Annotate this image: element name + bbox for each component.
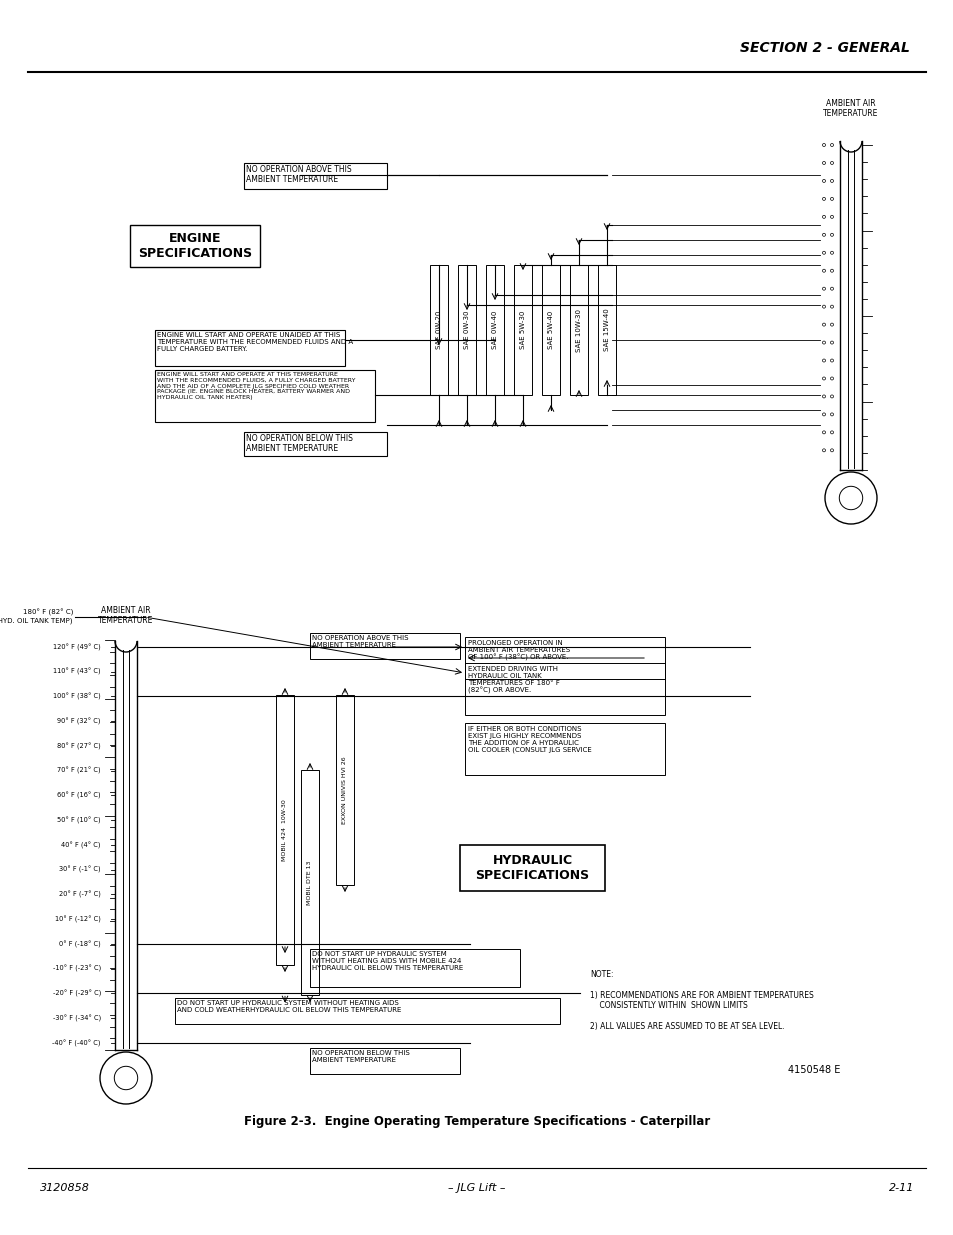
Text: 120° F (49° C): 120° F (49° C)	[53, 643, 101, 651]
Text: (HYD. OIL TANK TEMP): (HYD. OIL TANK TEMP)	[0, 618, 73, 625]
Text: NOTE:

1) RECOMMENDATIONS ARE FOR AMBIENT TEMPERATURES
    CONSISTENTLY WITHIN  : NOTE: 1) RECOMMENDATIONS ARE FOR AMBIENT…	[589, 969, 813, 1031]
Text: SECTION 2 - GENERAL: SECTION 2 - GENERAL	[740, 41, 909, 56]
Bar	[335, 695, 354, 885]
Bar	[244, 432, 387, 456]
Bar	[154, 330, 345, 366]
Text: 20° F (-7° C): 20° F (-7° C)	[59, 890, 101, 898]
Text: 100° F (38° C): 100° F (38° C)	[53, 693, 101, 700]
Bar	[569, 266, 587, 395]
Bar	[464, 637, 664, 679]
Text: 10° F (-12° C): 10° F (-12° C)	[55, 915, 101, 923]
Text: MOBIL 424  10W-30: MOBIL 424 10W-30	[282, 799, 287, 861]
Bar	[154, 370, 375, 422]
Text: SAE 15W-40: SAE 15W-40	[603, 309, 609, 352]
Text: SAE 5W-40: SAE 5W-40	[547, 311, 554, 350]
Bar	[130, 225, 260, 267]
Bar	[301, 769, 318, 995]
Text: 4150548 E: 4150548 E	[787, 1065, 840, 1074]
Text: ENGINE WILL START AND OPERATE AT THIS TEMPERATURE
WITH THE RECOMMENDED FLUIDS, A: ENGINE WILL START AND OPERATE AT THIS TE…	[157, 372, 355, 400]
Text: 90° F (32° C): 90° F (32° C)	[57, 718, 101, 725]
Text: Figure 2-3.  Engine Operating Temperature Specifications - Caterpillar: Figure 2-3. Engine Operating Temperature…	[244, 1115, 709, 1128]
Text: SAE 0W-20: SAE 0W-20	[436, 311, 441, 350]
Bar	[244, 163, 387, 189]
Bar	[310, 1049, 459, 1074]
Text: DO NOT START UP HYDRAULIC SYSTEM WITHOUT HEATING AIDS
AND COLD WEATHERHYDRAULIC : DO NOT START UP HYDRAULIC SYSTEM WITHOUT…	[177, 1000, 401, 1014]
Text: 2-11: 2-11	[887, 1183, 913, 1193]
Text: 50° F (10° C): 50° F (10° C)	[57, 816, 101, 824]
Text: -20° F (-29° C): -20° F (-29° C)	[52, 990, 101, 997]
Bar	[310, 948, 519, 987]
Text: IF EITHER OR BOTH CONDITIONS
EXIST JLG HIGHLY RECOMMENDS
THE ADDITION OF A HYDRA: IF EITHER OR BOTH CONDITIONS EXIST JLG H…	[468, 726, 591, 753]
Text: EXTENDED DRIVING WITH
HYDRAULIC OIL TANK
TEMPERATURES OF 180° F
(82°C) OR ABOVE.: EXTENDED DRIVING WITH HYDRAULIC OIL TANK…	[468, 666, 559, 694]
Text: 0° F (-18° C): 0° F (-18° C)	[59, 940, 101, 947]
Bar	[464, 663, 664, 715]
Text: SAE 0W-30: SAE 0W-30	[463, 311, 470, 350]
Text: AMBIENT AIR
TEMPERATURE: AMBIENT AIR TEMPERATURE	[98, 605, 153, 625]
Text: SAE 5W-30: SAE 5W-30	[519, 311, 525, 350]
Bar	[514, 266, 532, 395]
Text: ENGINE
SPECIFICATIONS: ENGINE SPECIFICATIONS	[138, 232, 252, 261]
Text: HYDRAULIC
SPECIFICATIONS: HYDRAULIC SPECIFICATIONS	[475, 853, 589, 882]
Text: SAE 10W-30: SAE 10W-30	[576, 309, 581, 352]
Text: NO OPERATION BELOW THIS
AMBIENT TEMPERATURE: NO OPERATION BELOW THIS AMBIENT TEMPERAT…	[246, 433, 353, 453]
Text: 60° F (16° C): 60° F (16° C)	[57, 792, 101, 799]
Text: 40° F (4° C): 40° F (4° C)	[61, 841, 101, 848]
Text: AMBIENT AIR
TEMPERATURE: AMBIENT AIR TEMPERATURE	[822, 99, 878, 119]
Bar	[174, 999, 559, 1025]
Bar	[598, 266, 616, 395]
Text: EXXON UNIVIS HVI 26: EXXON UNIVIS HVI 26	[342, 756, 347, 824]
Bar	[459, 845, 604, 890]
Text: 70° F (21° C): 70° F (21° C)	[57, 767, 101, 774]
Bar	[430, 266, 448, 395]
Text: NO OPERATION BELOW THIS
AMBIENT TEMPERATURE: NO OPERATION BELOW THIS AMBIENT TEMPERAT…	[312, 1050, 410, 1063]
Text: – JLG Lift –: – JLG Lift –	[448, 1183, 505, 1193]
Bar	[541, 266, 559, 395]
Text: DO NOT START UP HYDRAULIC SYSTEM
WITHOUT HEATING AIDS WITH MOBILE 424
HYDRAULIC : DO NOT START UP HYDRAULIC SYSTEM WITHOUT…	[312, 951, 463, 971]
Text: -10° F (-23° C): -10° F (-23° C)	[52, 965, 101, 972]
Text: SAE 0W-40: SAE 0W-40	[492, 311, 497, 350]
Text: NO OPERATION ABOVE THIS
AMBIENT TEMPERATURE: NO OPERATION ABOVE THIS AMBIENT TEMPERAT…	[246, 165, 352, 184]
Text: 110° F (43° C): 110° F (43° C)	[53, 668, 101, 676]
Text: -40° F (-40° C): -40° F (-40° C)	[52, 1040, 101, 1046]
Text: PROLONGED OPERATION IN
AMBIENT AIR TEMPERATURES
OF 100° F (38°C) OR ABOVE.: PROLONGED OPERATION IN AMBIENT AIR TEMPE…	[468, 640, 570, 662]
Bar	[485, 266, 503, 395]
Text: -30° F (-34° C): -30° F (-34° C)	[52, 1015, 101, 1021]
Text: 180° F (82° C): 180° F (82° C)	[23, 609, 73, 616]
Bar	[275, 695, 294, 965]
Text: 80° F (27° C): 80° F (27° C)	[57, 742, 101, 750]
Text: 3120858: 3120858	[40, 1183, 90, 1193]
Bar	[310, 634, 459, 659]
Bar	[457, 266, 476, 395]
Text: NO OPERATION ABOVE THIS
AMBIENT TEMPERATURE: NO OPERATION ABOVE THIS AMBIENT TEMPERAT…	[312, 635, 408, 648]
Text: MOBIL DTE 13: MOBIL DTE 13	[307, 861, 313, 905]
Text: ENGINE WILL START AND OPERATE UNAIDED AT THIS
TEMPERATURE WITH THE RECOMMENDED F: ENGINE WILL START AND OPERATE UNAIDED AT…	[157, 332, 353, 352]
Text: 30° F (-1° C): 30° F (-1° C)	[59, 866, 101, 873]
Bar	[464, 722, 664, 776]
